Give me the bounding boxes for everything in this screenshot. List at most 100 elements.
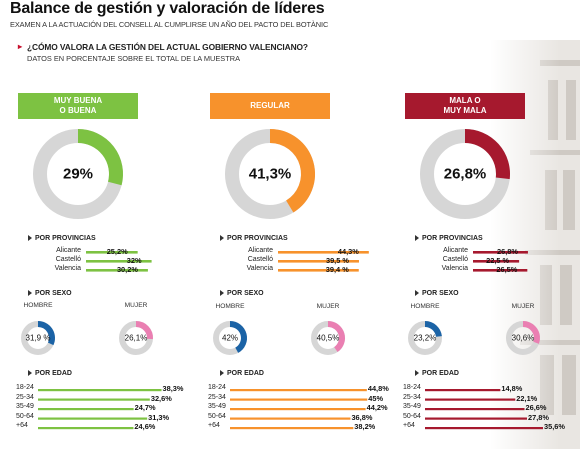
regular-provincia-label: Castelló [247, 256, 273, 263]
regular-gender-value: 42% [221, 333, 239, 343]
regular-edad-label: +64 [208, 422, 220, 429]
mala-edad-value: 35,6% [543, 422, 565, 431]
muy-buena-gender-value: 31,9 % [25, 333, 51, 343]
mala-edad-label: 18-24 [403, 384, 421, 391]
muy-buena-header: MUY BUENA O BUENA [18, 93, 138, 119]
regular-gender-donut-arc [229, 321, 247, 353]
mala-provincia-bar [473, 269, 528, 272]
section-arrow-icon [415, 290, 419, 297]
mala-gender-donut-arc [522, 321, 540, 344]
section-arrow-icon [415, 235, 419, 242]
mala-section-provincias: POR PROVINCIAS [415, 235, 483, 242]
muy-buena-edad-value: 24,6% [134, 422, 156, 431]
mala-edad-bar [425, 427, 543, 430]
muy-buena-gender-label: HOMBRE [23, 302, 53, 309]
regular-total-value: 41,3% [248, 165, 292, 183]
mala-provincia-label: Valencia [441, 265, 468, 272]
mala-edad-label: 35-49 [403, 403, 421, 410]
regular-edad-label: 18-24 [208, 384, 226, 391]
question-arrow-icon: ▸ [18, 42, 23, 51]
muy-buena-provincia-value: 25,2% [106, 247, 128, 256]
regular-provincia-bar [278, 251, 369, 254]
muy-buena-provincia-bar [86, 269, 148, 272]
muy-buena-total-donut-arc [77, 129, 123, 186]
muy-buena-section-sexo: POR SEXO [28, 290, 72, 297]
muy-buena-edad-bar [38, 417, 148, 420]
mala-provincia-value: 22,5 % [486, 256, 510, 265]
regular-provincia-value: 44,3% [337, 247, 359, 256]
mala-gender-value: 23,2% [413, 333, 437, 343]
muy-buena-edad-bar [38, 408, 134, 411]
mala-provincia-value: 26,5% [496, 265, 518, 274]
mala-total-value: 26,8% [443, 165, 487, 183]
mala-provincia-label: Alicante [443, 247, 468, 254]
regular-provincia-value: 39,5 % [325, 256, 349, 265]
section-arrow-icon [220, 235, 224, 242]
regular-provincia-label: Alicante [248, 247, 273, 254]
regular-total-donut-arc [269, 129, 315, 213]
muy-buena-gender-donut-arc [37, 321, 55, 346]
regular-edad-bar [230, 408, 366, 411]
regular-gender-value: 40,5% [316, 333, 340, 343]
regular-edad-bar [230, 417, 351, 420]
mala-section-sexo: POR SEXO [415, 290, 459, 297]
regular-edad-label: 25-34 [208, 393, 226, 401]
section-arrow-icon [415, 370, 419, 377]
muy-buena-provincia-value: 32% [126, 256, 142, 265]
mala-provincia-bar [473, 260, 520, 263]
muy-buena-provincia-label: Alicante [56, 247, 81, 254]
muy-buena-edad-label: +64 [16, 422, 28, 429]
section-arrow-icon [28, 290, 32, 297]
section-arrow-icon [28, 370, 32, 377]
regular-provincia-value: 39,4 % [325, 265, 349, 274]
muy-buena-edad-label: 50-64 [16, 412, 34, 420]
regular-header-label: REGULAR [250, 101, 290, 110]
section-arrow-icon [220, 370, 224, 377]
mala-provincia-label: Castelló [442, 256, 468, 263]
data-note: DATOS EN PORCENTAJE SOBRE EL TOTAL DE LA… [27, 54, 241, 63]
regular-edad-bar [230, 398, 368, 401]
muy-buena-edad-bar [38, 427, 134, 430]
regular-edad-value: 36,8% [351, 412, 373, 422]
mala-provincia-value: 26,8% [496, 247, 518, 256]
mala-edad-bar [425, 417, 527, 420]
page-title: Balance de gestión y valoración de líder… [10, 0, 325, 17]
mala-section-edad: POR EDAD [415, 370, 459, 377]
mala-gender-value: 30,6% [511, 333, 535, 343]
regular-gender-label: HOMBRE [215, 303, 245, 310]
regular-section-edad: POR EDAD [220, 370, 264, 377]
muy-buena-edad-bar [38, 389, 162, 392]
muy-buena-edad-value: 32,6% [150, 393, 172, 403]
regular-edad-value: 44,2% [366, 403, 388, 412]
section-arrow-icon [28, 235, 32, 242]
mala-gender-label: MUJER [511, 303, 535, 310]
muy-buena-provincia-bar [86, 251, 138, 254]
regular-edad-bar [230, 427, 354, 430]
regular-edad-label: 35-49 [208, 403, 226, 410]
mala-edad-label: +64 [403, 422, 415, 429]
muy-buena-edad-value: 31,3% [148, 412, 170, 422]
muy-buena-provincia-value: 30,2% [116, 265, 138, 274]
mala-gender-donut-arc [424, 321, 442, 338]
mala-edad-bar [425, 389, 501, 392]
muy-buena-edad-bar [38, 398, 150, 401]
muy-buena-provincia-bar [86, 260, 152, 263]
muy-buena-edad-label: 35-49 [16, 403, 34, 410]
muy-buena-provincia-label: Castelló [55, 256, 81, 263]
mala-edad-value: 22,1% [516, 393, 538, 403]
muy-buena-edad-label: 18-24 [16, 384, 34, 391]
regular-edad-value: 44,8% [367, 384, 389, 393]
mala-total-donut-arc [464, 129, 510, 180]
regular-provincia-bar [278, 269, 359, 272]
regular-gender-label: MUJER [316, 303, 340, 310]
regular-edad-value: 45% [368, 393, 384, 403]
survey-question: ¿CÓMO VALORA LA GESTIÓN DEL ACTUAL GOBIE… [27, 42, 308, 52]
mala-edad-bar [425, 408, 525, 411]
mala-edad-label: 50-64 [403, 412, 421, 420]
regular-edad-label: 50-64 [208, 412, 226, 420]
regular-provincia-bar [278, 260, 359, 263]
page-subtitle: EXAMEN A LA ACTUACIÓN DEL CONSELL AL CUM… [10, 20, 329, 29]
muy-buena-total-value: 29% [62, 165, 94, 183]
mala-header: MALA O MUY MALA [405, 93, 525, 119]
